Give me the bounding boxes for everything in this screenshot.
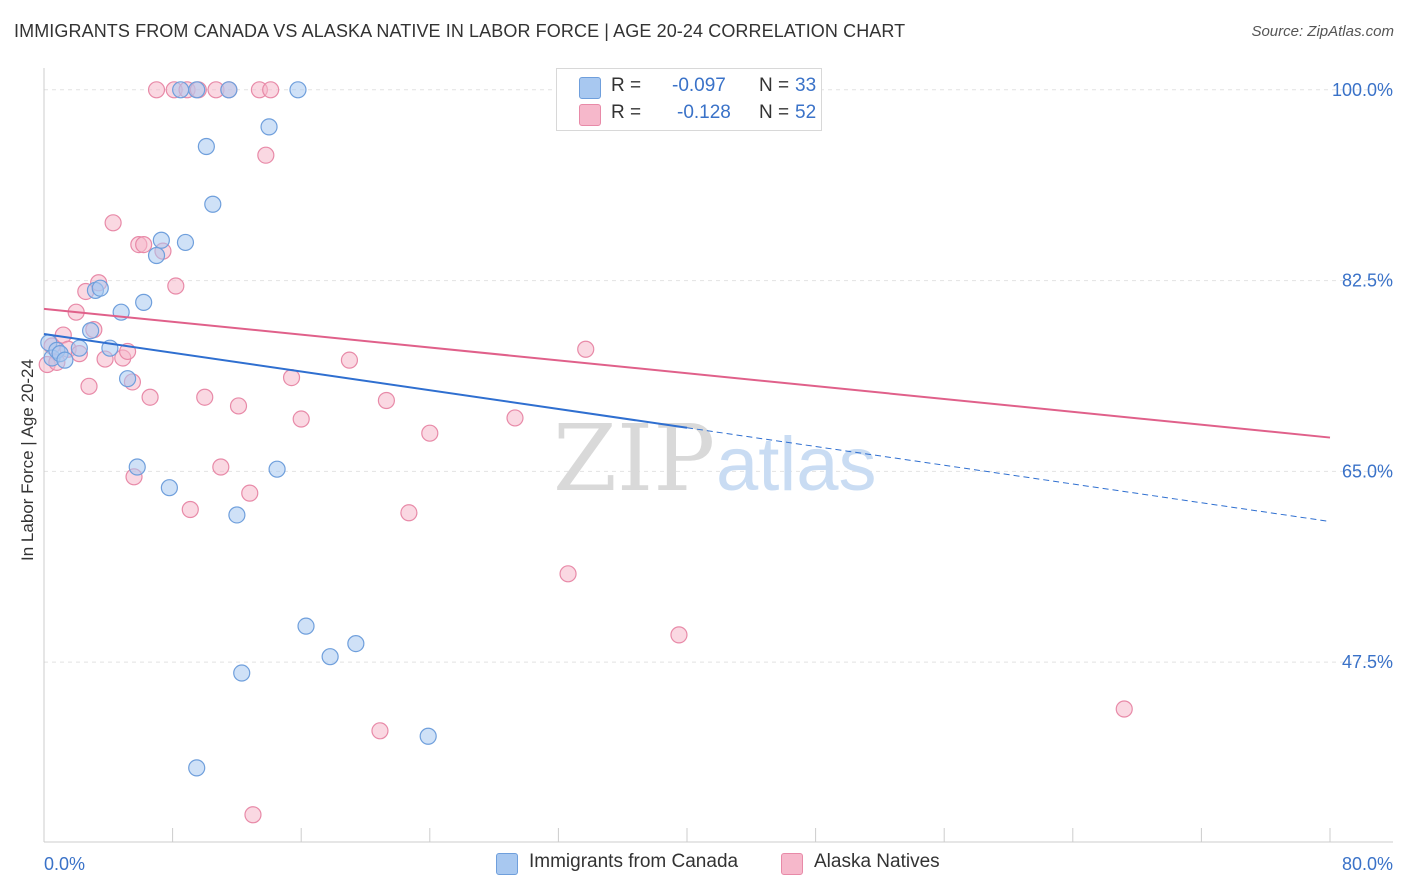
point-alaska-natives [421, 424, 439, 442]
y-tick-label: 47.5% [1342, 652, 1393, 672]
y-tick-label: 100.0% [1332, 80, 1393, 100]
point-immigrants-canada [197, 137, 215, 156]
point-immigrants-canada [228, 506, 246, 524]
point-alaska-natives [506, 409, 524, 427]
point-immigrants-canada [188, 759, 206, 777]
point-alaska-natives [257, 146, 275, 164]
legend-swatch-canada [579, 77, 601, 99]
legend-swatch-canada [496, 853, 518, 875]
point-alaska-natives [670, 626, 688, 644]
point-alaska-natives [400, 504, 418, 522]
legend-label-canada: Immigrants from Canada [529, 851, 739, 872]
legend-r-label: R = [611, 75, 642, 96]
chart-title: IMMIGRANTS FROM CANADA VS ALASKA NATIVE … [14, 21, 906, 41]
point-immigrants-canada [128, 458, 146, 476]
point-immigrants-canada [147, 246, 166, 265]
axes [43, 68, 1393, 843]
legend-n-label: N = [759, 102, 790, 123]
legend-r-label: R = [611, 102, 642, 123]
point-alaska-natives [559, 565, 577, 583]
point-alaska-natives [282, 369, 301, 387]
point-immigrants-canada [188, 81, 206, 99]
point-alaska-natives [262, 81, 280, 99]
trend-line-canada [43, 333, 688, 429]
point-immigrants-canada [70, 339, 88, 357]
point-immigrants-canada [135, 293, 153, 311]
point-alaska-natives [241, 484, 259, 502]
point-immigrants-canada [56, 351, 74, 369]
point-immigrants-canada [297, 617, 315, 635]
legend-n-value: 52 [795, 102, 817, 123]
point-alaska-natives [196, 388, 214, 406]
point-alaska-natives [80, 377, 98, 395]
stats-legend: R = -0.097 N = 33 R = -0.128 N = 52 [556, 68, 822, 131]
trend-lines [43, 307, 1331, 522]
point-alaska-natives [135, 236, 153, 254]
point-alaska-natives [340, 351, 359, 369]
x-tick-label: 80.0% [1342, 854, 1393, 874]
point-immigrants-canada [91, 279, 109, 297]
legend-n-label: N = [759, 75, 790, 96]
watermark-atlas: atlas [716, 422, 877, 507]
series-immigrants-canada-points [40, 81, 437, 777]
point-immigrants-canada [204, 195, 222, 213]
point-alaska-natives [141, 388, 159, 406]
point-alaska-natives [371, 722, 389, 740]
point-immigrants-canada [172, 81, 190, 99]
point-alaska-natives [104, 214, 122, 232]
trend-line-alaska [43, 307, 1331, 439]
watermark: ZIP atlas [553, 405, 877, 512]
point-alaska-natives [181, 500, 199, 519]
tick-labels: 100.0% 82.5% 65.0% 47.5% 0.0% 80.0% [44, 80, 1393, 874]
watermark-zip: ZIP [553, 405, 715, 512]
point-alaska-natives [147, 81, 166, 99]
point-alaska-natives [167, 277, 185, 295]
point-alaska-natives [229, 397, 248, 415]
point-immigrants-canada [220, 81, 238, 99]
point-alaska-natives [377, 391, 395, 410]
point-immigrants-canada [260, 118, 278, 136]
y-tick-label: 65.0% [1342, 461, 1393, 481]
point-immigrants-canada [152, 231, 170, 249]
point-immigrants-canada [419, 727, 437, 745]
legend-n-value: 33 [795, 75, 817, 96]
legend-label-alaska: Alaska Natives [814, 851, 940, 872]
point-immigrants-canada [289, 81, 307, 99]
point-alaska-natives [244, 806, 262, 824]
x-tick-label: 0.0% [44, 854, 85, 874]
point-alaska-natives [577, 340, 595, 358]
trend-line-canada-extrapolated [686, 427, 1331, 522]
series-alaska-natives-points [38, 81, 1133, 824]
point-immigrants-canada [321, 648, 339, 666]
point-immigrants-canada [160, 479, 178, 497]
point-immigrants-canada [268, 460, 286, 478]
y-tick-label: 82.5% [1342, 271, 1393, 291]
point-immigrants-canada [82, 322, 100, 340]
y-axis-label: In Labor Force | Age 20-24 [18, 359, 37, 561]
point-alaska-natives [292, 410, 310, 428]
source-credit: Source: ZipAtlas.com [1251, 23, 1394, 40]
legend-swatch-alaska [781, 853, 803, 875]
point-immigrants-canada [118, 370, 137, 388]
point-alaska-natives [1115, 700, 1133, 718]
point-alaska-natives [212, 458, 230, 476]
point-immigrants-canada [176, 233, 195, 252]
legend-swatch-alaska [579, 104, 601, 126]
point-immigrants-canada [233, 664, 251, 682]
point-immigrants-canada [347, 634, 365, 653]
legend-r-value: -0.128 [677, 102, 731, 123]
legend-r-value: -0.097 [672, 75, 726, 96]
